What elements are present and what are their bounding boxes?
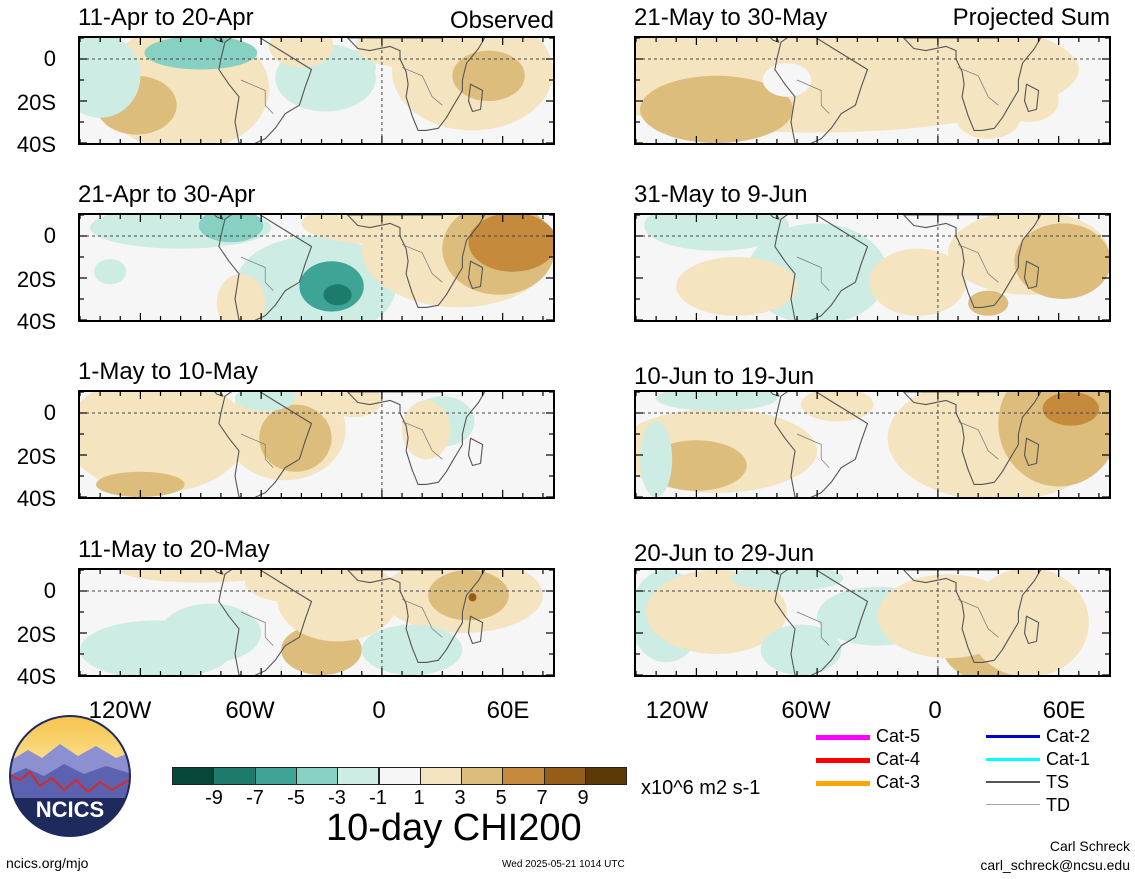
x-label-120w: 120W [88, 697, 152, 724]
colorbar-swatch [585, 767, 628, 785]
panel-title-1: 11-Apr to 20-Apr [78, 4, 254, 31]
legend-line-cat4 [816, 758, 870, 763]
panel-title-4: 11-May to 20-May [78, 536, 270, 563]
y-label-20s: 20S [16, 267, 56, 292]
y-label-20s: 20S [16, 90, 56, 115]
colorbar-tick: -9 [205, 787, 223, 809]
colorbar-swatch [378, 767, 421, 785]
legend-label-cat3: Cat-3 [876, 772, 921, 792]
map-panel-7 [634, 390, 1111, 499]
y-label-40s: 40S [16, 309, 56, 334]
legend-label-cat5: Cat-5 [876, 726, 921, 746]
colorbar-swatch [461, 767, 504, 785]
legend-line-td [986, 804, 1040, 805]
colorbar-tick: -1 [369, 787, 387, 809]
colorbar-tick: 5 [495, 787, 507, 809]
y-label-40s: 40S [16, 664, 56, 689]
colorbar-swatch [419, 767, 463, 785]
colorbar-swatch [543, 767, 586, 785]
colorbar-tick: 7 [536, 787, 548, 809]
map-panel-8 [634, 568, 1111, 677]
legend-line-cat1 [986, 758, 1040, 761]
ncics-logo: NCICS [8, 714, 132, 838]
colorbar-swatch [337, 767, 380, 785]
map-panel-3 [78, 390, 555, 499]
colorbar-swatch [254, 767, 297, 785]
colorbar-swatch [295, 767, 339, 785]
colorbar-tick: 3 [454, 787, 466, 809]
map-panel-1 [78, 36, 555, 145]
legend-label-cat2: Cat-2 [1046, 726, 1091, 746]
colorbar-tick: -3 [328, 787, 346, 809]
y-label-0: 0 [43, 46, 56, 71]
colorbar-tick: 9 [577, 787, 589, 809]
footer-author: Carl Schreck [1049, 838, 1130, 854]
ncics-logo-text: NCICS [36, 797, 104, 822]
legend-label-ts: TS [1046, 772, 1070, 792]
legend-label-cat4: Cat-4 [876, 749, 921, 769]
y-label-40s: 40S [16, 132, 56, 157]
x-label-0: 0 [372, 697, 386, 724]
y-label-0: 0 [43, 223, 56, 248]
colorbar-units: x10^6 m2 s-1 [641, 777, 761, 799]
map-panel-4 [78, 568, 555, 677]
x-label-60e: 60E [486, 697, 530, 724]
projected-label: Projected Sum [952, 4, 1110, 31]
legend-line-cat3 [816, 781, 870, 786]
x-label-0: 0 [928, 697, 942, 724]
map-panel-6 [634, 213, 1111, 322]
legend-label-td: TD [1046, 795, 1070, 815]
footer-email: carl_schreck@ncsu.edu [980, 857, 1130, 873]
footer-url: ncics.org/mjo [6, 855, 89, 871]
colorbar-tick: 1 [413, 787, 425, 809]
colorbar-swatch [502, 767, 545, 785]
colorbar-tick: -7 [246, 787, 264, 809]
panel-title-3: 1-May to 10-May [78, 358, 259, 385]
observed-label: Observed [449, 7, 554, 34]
legend-line-ts [986, 781, 1040, 783]
panel-title-6: 31-May to 9-Jun [634, 181, 808, 208]
map-panel-2 [78, 213, 555, 322]
panel-title-2: 21-Apr to 30-Apr [78, 181, 256, 208]
colorbar-tick: -5 [287, 787, 305, 809]
colorbar-swatch [213, 767, 256, 785]
y-label-0: 0 [43, 400, 56, 425]
x-label-60w: 60W [781, 697, 831, 724]
y-label-20s: 20S [16, 444, 56, 469]
y-label-40s: 40S [16, 486, 56, 511]
colorbar-swatch [172, 767, 215, 785]
legend-line-cat5 [816, 735, 870, 740]
legend-line-cat2 [986, 735, 1040, 738]
y-label-20s: 20S [16, 622, 56, 647]
panel-title-5: 21-May to 30-May [634, 4, 828, 31]
x-label-60e: 60E [1042, 697, 1086, 724]
y-label-0: 0 [43, 578, 56, 603]
x-label-120w: 120W [645, 697, 709, 724]
figure-title: 10-day CHI200 [326, 807, 582, 849]
legend-label-cat1: Cat-1 [1046, 749, 1091, 769]
footer-timestamp: Wed 2025-05-21 1014 UTC [502, 859, 625, 870]
panel-title-7: 10-Jun to 19-Jun [634, 363, 815, 390]
panel-title-8: 20-Jun to 29-Jun [634, 540, 815, 567]
x-label-60w: 60W [225, 697, 275, 724]
map-panel-5 [634, 36, 1111, 145]
